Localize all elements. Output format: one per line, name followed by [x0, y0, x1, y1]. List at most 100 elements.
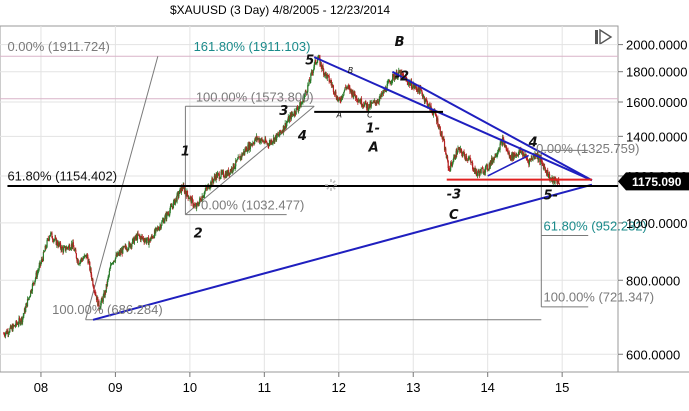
wave-label: 4 [528, 136, 538, 151]
candle-body [382, 91, 385, 94]
candle-body [189, 197, 192, 198]
candle-body [319, 57, 321, 66]
candle-body [314, 59, 316, 63]
candle-body [91, 279, 93, 280]
candle-body [43, 251, 45, 253]
candle-body [291, 113, 293, 115]
candle-body [308, 79, 310, 85]
candle-body [122, 246, 124, 248]
candle-body [179, 188, 181, 190]
candle-body [15, 321, 17, 326]
candle-body [283, 127, 286, 131]
candle-body [324, 73, 326, 76]
candle-body [368, 104, 371, 108]
candle-body [127, 249, 129, 251]
candle-body [193, 205, 195, 207]
wave-label: A [368, 140, 379, 155]
candle-body [443, 141, 446, 151]
play-pause-icon[interactable] [595, 28, 613, 46]
candle-body [197, 205, 200, 206]
candle-body [188, 198, 190, 200]
candle-body [57, 244, 59, 247]
candle-body [128, 242, 130, 249]
candle-body [240, 156, 242, 160]
candle-body [459, 148, 462, 152]
candle-body [457, 148, 459, 153]
candle-body [233, 163, 235, 169]
wave-label: 1- [366, 122, 380, 137]
candle-body [458, 148, 460, 150]
candle-body [14, 325, 16, 327]
candle-body [279, 130, 281, 135]
candle-body [499, 143, 501, 150]
candle-body [130, 244, 132, 248]
candle-body [360, 98, 362, 104]
candle-body [4, 333, 7, 336]
candle-body [196, 203, 198, 209]
candle-body [456, 150, 458, 155]
candle-body [553, 177, 555, 179]
candle-body [12, 324, 14, 332]
candle-body [428, 103, 430, 105]
candle-body [21, 317, 23, 323]
candle-body [306, 91, 308, 93]
candle-body [198, 201, 200, 206]
candle-body [176, 193, 178, 202]
candle-body [399, 71, 402, 77]
candle-body [511, 153, 513, 160]
candle-body [155, 228, 157, 233]
candle-body [141, 236, 143, 237]
candle-body [373, 100, 375, 102]
price-candles [3, 54, 560, 339]
candle-body [418, 89, 421, 94]
candle-body [145, 238, 147, 243]
candle-body [388, 80, 391, 83]
candle-body [59, 242, 61, 245]
candle-body [402, 73, 404, 76]
wave-label: 3 [279, 104, 288, 119]
candle-body [34, 277, 37, 281]
candle-body [381, 93, 383, 96]
candle-body [99, 307, 101, 309]
candle-body [504, 145, 507, 148]
x-tick-label: 10 [183, 380, 197, 395]
candle-body [74, 249, 76, 251]
candle-body [509, 155, 511, 157]
candle-body [488, 164, 490, 169]
candle-body [266, 142, 268, 144]
candle-body [124, 246, 126, 247]
candle-body [446, 156, 448, 159]
candle-body [266, 143, 269, 144]
candle-body [279, 130, 281, 133]
candle-body [41, 259, 43, 260]
candle-body [414, 86, 416, 88]
candle-body [467, 159, 469, 161]
candle-body [548, 173, 551, 181]
candle-body [346, 87, 349, 88]
candle-body [372, 101, 374, 104]
candle-body [429, 103, 431, 111]
candle-body [139, 236, 141, 237]
candle-body [541, 160, 543, 162]
candle-body [18, 318, 20, 324]
candle-body [498, 149, 500, 152]
candle-body [155, 227, 157, 229]
candle-body [35, 272, 37, 278]
candle-body [326, 74, 328, 79]
candle-body [39, 262, 41, 265]
candle-body [376, 102, 378, 104]
candle-body [69, 249, 71, 250]
candle-body [202, 196, 204, 198]
candle-body [46, 240, 48, 247]
candle-body [251, 144, 253, 146]
candle-body [437, 118, 439, 127]
candle-body [419, 87, 421, 94]
candle-body [76, 259, 79, 262]
candle-body [510, 159, 512, 161]
candle-body [509, 155, 512, 160]
candle-body [322, 65, 324, 69]
candle-body [92, 285, 95, 289]
candle-body [297, 109, 299, 111]
candle-body [48, 236, 51, 240]
candle-body [261, 138, 263, 140]
